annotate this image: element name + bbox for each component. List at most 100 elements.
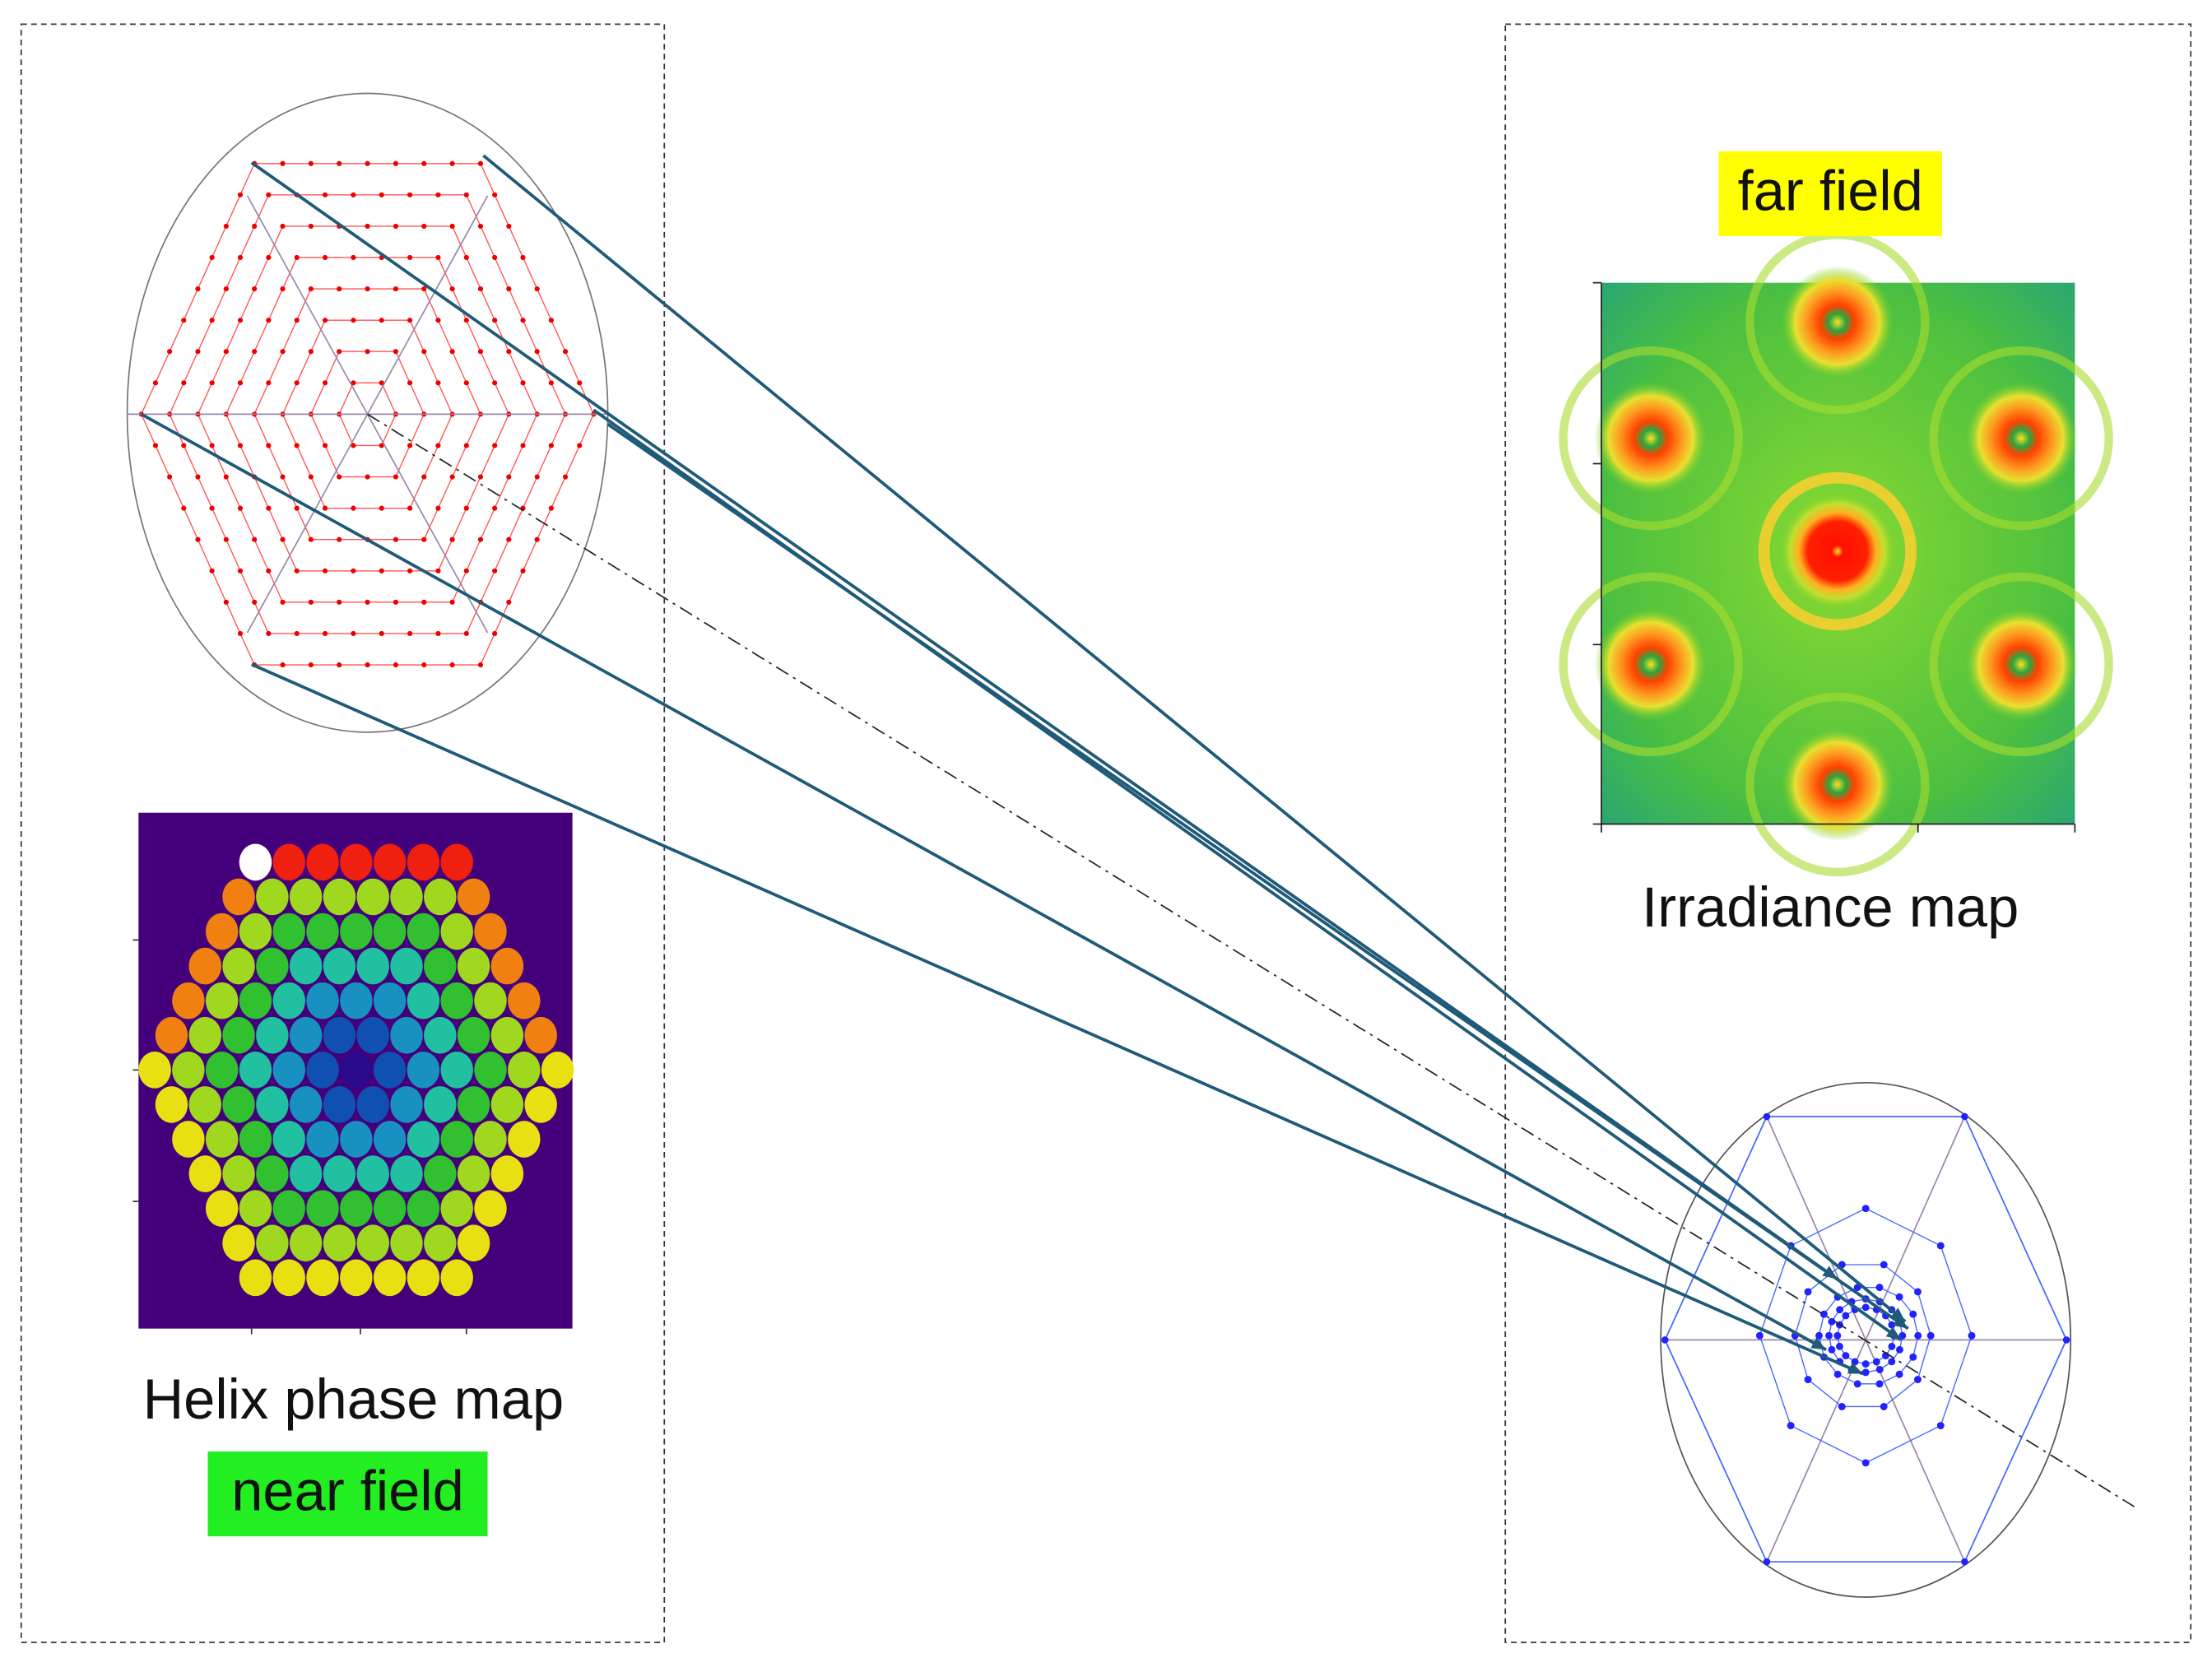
grid-dot xyxy=(506,286,512,292)
phase-cell xyxy=(407,1259,440,1297)
grid-dot xyxy=(477,536,484,542)
grid-dot xyxy=(337,474,342,480)
phase-cell xyxy=(323,1016,356,1054)
phase-cell xyxy=(323,947,356,985)
phase-cell xyxy=(440,843,473,881)
grid-dot xyxy=(548,443,554,448)
grid-dot xyxy=(520,318,526,323)
phase-map-title: Helix phase map xyxy=(143,1368,565,1431)
grid-dot xyxy=(1861,1303,1870,1312)
phase-cell xyxy=(440,1259,473,1297)
spoke xyxy=(366,413,489,634)
phase-cell xyxy=(323,1224,356,1262)
grid-dot xyxy=(209,318,215,323)
spot xyxy=(1778,491,1897,611)
grid-dot xyxy=(280,599,286,605)
phase-cell xyxy=(289,1086,323,1123)
phase-cell xyxy=(306,982,339,1019)
grid-dot xyxy=(379,443,384,448)
grid-dot xyxy=(237,318,244,323)
grid-dot xyxy=(1828,1317,1836,1326)
phase-cell xyxy=(155,1086,188,1123)
grid-dot xyxy=(280,223,286,230)
grid-dot xyxy=(351,254,356,261)
grid-dot xyxy=(237,380,244,386)
phase-cell xyxy=(256,947,289,985)
grid-dot xyxy=(351,443,356,448)
grid-dot xyxy=(1898,1331,1907,1340)
phase-cell xyxy=(272,1259,305,1297)
phase-cell xyxy=(239,843,272,881)
grid-dot xyxy=(421,599,427,605)
grid-dot xyxy=(520,443,526,448)
grid-dot xyxy=(266,443,272,448)
grid-dot xyxy=(492,505,498,511)
phase-cell xyxy=(340,843,373,881)
grid-dot xyxy=(365,349,370,355)
phase-cell xyxy=(323,1086,356,1123)
grid-dot xyxy=(393,160,399,166)
phase-cell xyxy=(390,947,423,985)
grid-dot xyxy=(463,380,469,386)
grid-dot xyxy=(1833,1370,1842,1378)
spoke xyxy=(366,195,489,415)
grid-dot xyxy=(492,254,498,261)
grid-dot xyxy=(322,192,328,197)
grid-dot xyxy=(337,349,342,355)
phase-cell xyxy=(323,1155,356,1192)
phase-cell xyxy=(474,982,507,1019)
phase-cell xyxy=(440,982,473,1019)
phase-cell xyxy=(508,1121,541,1158)
grid-dot xyxy=(1936,1242,1945,1250)
far-field-grid xyxy=(1661,1112,2070,1566)
spot xyxy=(1594,607,1708,722)
grid-dot xyxy=(294,568,300,574)
phase-cell xyxy=(440,1190,473,1227)
phase-cell xyxy=(390,1155,423,1192)
ray xyxy=(140,412,1828,1352)
grid-dot xyxy=(294,318,300,323)
phase-cell xyxy=(457,1224,490,1262)
grid-dot xyxy=(449,536,455,542)
irradiance-map xyxy=(1559,230,2113,877)
phase-cell xyxy=(306,1190,339,1227)
grid-dot xyxy=(252,536,258,542)
grid-dot xyxy=(407,192,413,197)
grid-dot xyxy=(1763,1558,1771,1566)
phase-cell xyxy=(340,1052,373,1089)
grid-dot xyxy=(477,160,484,166)
grid-dot xyxy=(1872,1358,1880,1366)
phase-cell xyxy=(407,1190,440,1227)
grid-dot xyxy=(520,568,526,574)
phase-cell xyxy=(373,982,407,1019)
phase-cell xyxy=(306,843,339,881)
grid-dot xyxy=(209,505,215,511)
arrow-head xyxy=(1847,1362,1863,1374)
phase-cell xyxy=(306,1052,339,1089)
grid-dot xyxy=(449,286,455,292)
grid-dot xyxy=(195,349,201,355)
grid-dot xyxy=(1888,1321,1896,1329)
grid-dot xyxy=(379,380,384,386)
spoke xyxy=(1766,1340,1866,1563)
grid-dot xyxy=(223,286,229,292)
grid-dot xyxy=(1914,1331,1922,1340)
spoke xyxy=(1865,1340,1966,1563)
grid-dot xyxy=(1961,1558,1968,1566)
phase-cell xyxy=(222,878,255,916)
grid-dot xyxy=(252,223,258,230)
phase-cell xyxy=(457,1086,490,1123)
grid-dot xyxy=(506,223,512,230)
ring xyxy=(1929,346,2113,531)
grid-dot xyxy=(407,318,413,323)
phase-cell xyxy=(440,1052,473,1089)
grid-dot xyxy=(1926,1331,1935,1340)
grid-dot xyxy=(1825,1331,1833,1340)
arrow-head xyxy=(1885,1326,1902,1340)
ray xyxy=(606,422,1909,1331)
grid-dot xyxy=(407,630,413,637)
phase-cell xyxy=(239,982,272,1019)
grid-dot xyxy=(322,380,328,386)
grid-dot xyxy=(577,380,583,386)
grid-dot xyxy=(435,568,441,574)
